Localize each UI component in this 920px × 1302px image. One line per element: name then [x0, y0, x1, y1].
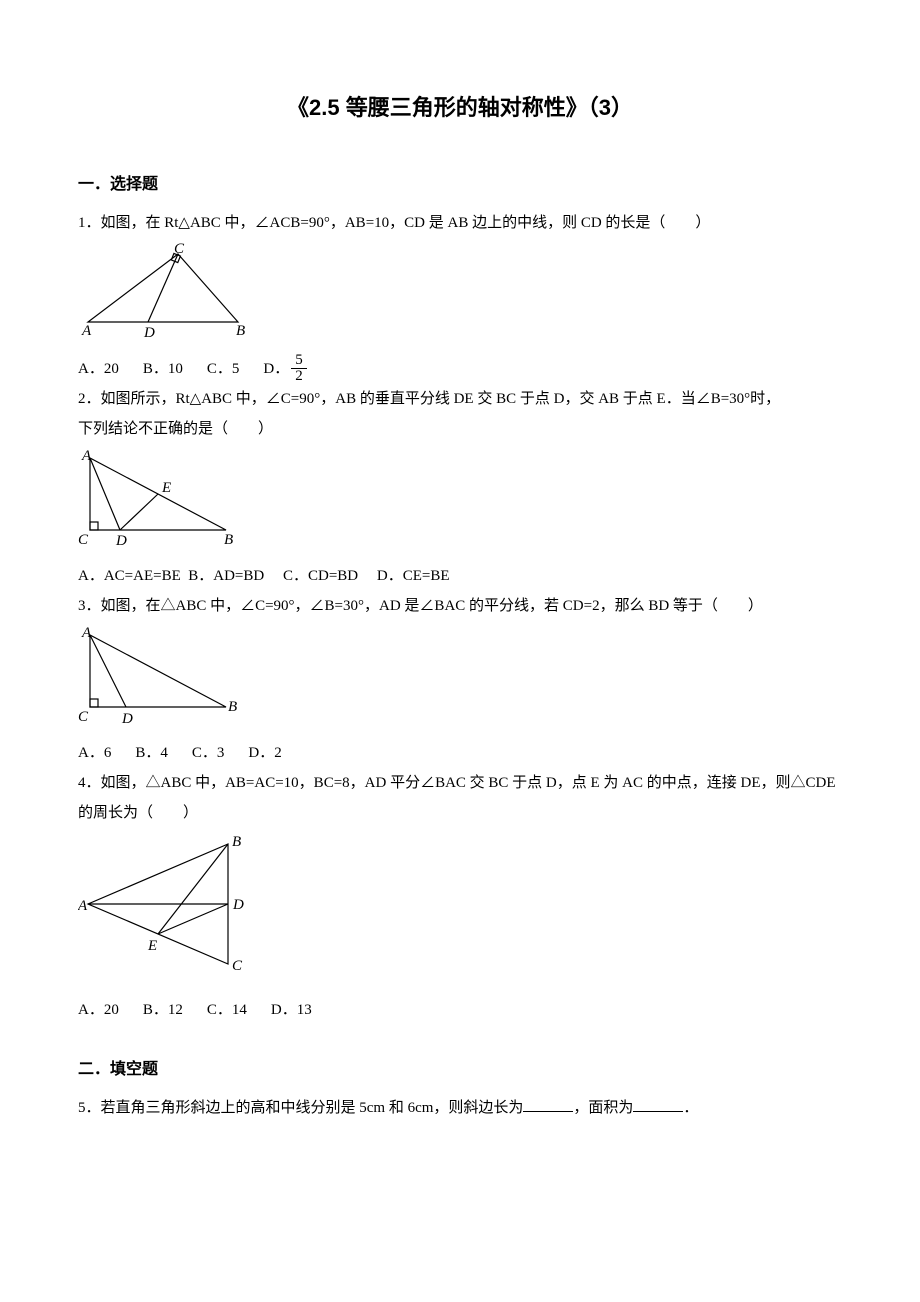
q1-opt-d: D． 5 2	[263, 353, 308, 384]
q4-label-b: B	[232, 834, 241, 850]
q4-label-d: D	[232, 897, 244, 913]
q4-options: A．20 B．12 C．14 D．13	[78, 995, 842, 1025]
q2-figure: A C D B E	[78, 448, 842, 553]
q1-opt-a: A．20	[78, 354, 119, 384]
q2-label-b: B	[224, 532, 233, 548]
q3-figure: A C D B	[78, 625, 842, 730]
q5-mid: ，面积为	[573, 1100, 633, 1116]
q2-line1: 2．如图所示，Rt△ABC 中，∠C=90°，AB 的垂直平分线 DE 交 BC…	[78, 384, 842, 414]
q4-opt-d: D．13	[271, 995, 312, 1025]
q4-label-c: C	[232, 958, 243, 974]
q2-opt-a: A．AC=AE=BE	[78, 568, 181, 584]
blank-1	[523, 1098, 573, 1112]
q1-opt-c: C．5	[207, 354, 240, 384]
q4-line2: 的周长为（ ）	[78, 798, 842, 828]
section-2-heading: 二．填空题	[78, 1055, 842, 1079]
q3-text: 3．如图，在△ABC 中，∠C=90°，∠B=30°，AD 是∠BAC 的平分线…	[78, 591, 842, 621]
q4-line1: 4．如图，△ABC 中，AB=AC=10，BC=8，AD 平分∠BAC 交 BC…	[78, 768, 842, 798]
q3-options: A．6 B．4 C．3 D．2	[78, 738, 842, 768]
q4-opt-a: A．20	[78, 995, 119, 1025]
q2-opt-d: D．CE=BE	[377, 568, 450, 584]
q3-opt-b: B．4	[135, 738, 168, 768]
page-title: 《2.5 等腰三角形的轴对称性》（3）	[78, 90, 842, 122]
q2-label-a: A	[81, 448, 92, 464]
q1-options: A．20 B．10 C．5 D． 5 2	[78, 353, 842, 384]
q4-figure: A B C D E	[78, 832, 842, 987]
q2-line2: 下列结论不正确的是（ ）	[78, 414, 842, 444]
q5-text: 5．若直角三角形斜边上的高和中线分别是 5cm 和 6cm，则斜边长为 ，面积为 ．	[78, 1093, 842, 1123]
q1-label-c: C	[174, 242, 185, 257]
q4-opt-b: B．12	[143, 995, 183, 1025]
q4-label-a: A	[78, 898, 88, 914]
q3-opt-c: C．3	[192, 738, 225, 768]
q2-opt-c: C．CD=BD	[283, 568, 358, 584]
q1-label-b: B	[236, 323, 245, 339]
q4-opt-c: C．14	[207, 995, 247, 1025]
q1-text: 1．如图，在 Rt△ABC 中，∠ACB=90°，AB=10，CD 是 AB 边…	[78, 208, 842, 238]
q3-opt-a: A．6	[78, 738, 111, 768]
q2-label-c: C	[78, 532, 89, 548]
frac-num: 5	[291, 353, 307, 369]
q1-opt-d-prefix: D．	[263, 354, 289, 384]
q5-suffix: ．	[683, 1100, 698, 1116]
blank-2	[633, 1098, 683, 1112]
fraction: 5 2	[291, 353, 307, 384]
q1-opt-b: B．10	[143, 354, 183, 384]
q1-label-a: A	[81, 323, 92, 339]
q2-label-d: D	[115, 533, 127, 548]
q3-opt-d: D．2	[248, 738, 281, 768]
q3-label-a: A	[81, 625, 92, 641]
q2-opt-b: B．AD=BD	[188, 568, 264, 584]
q2-options: A．AC=AE=BE B．AD=BD C．CD=BD D．CE=BE	[78, 561, 842, 591]
q5-prefix: 5．若直角三角形斜边上的高和中线分别是 5cm 和 6cm，则斜边长为	[78, 1100, 523, 1116]
q4-label-e: E	[147, 938, 157, 954]
q2-label-e: E	[161, 480, 171, 496]
q1-figure: A D B C	[78, 242, 842, 345]
frac-den: 2	[291, 369, 307, 384]
q3-label-d: D	[121, 711, 133, 725]
q1-label-d: D	[143, 325, 155, 340]
q3-label-c: C	[78, 709, 89, 725]
section-1-heading: 一．选择题	[78, 170, 842, 194]
q3-label-b: B	[228, 699, 237, 715]
